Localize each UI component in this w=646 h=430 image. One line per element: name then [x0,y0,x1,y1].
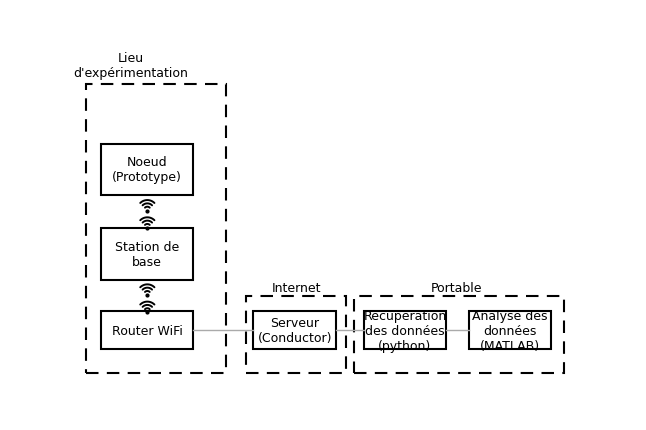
Text: Station de
base: Station de base [115,240,179,268]
Bar [253,311,336,350]
Text: Router WiFi: Router WiFi [112,324,183,337]
Text: Récupération
des données
(python): Récupération des données (python) [363,309,446,352]
Bar [364,311,446,350]
Bar [469,311,552,350]
Text: Lieu
d'expérimentation: Lieu d'expérimentation [74,52,188,80]
Bar [101,144,193,196]
Bar [86,85,226,373]
Bar [353,297,564,373]
Bar [101,311,193,350]
Text: Internet: Internet [271,281,321,294]
Bar [246,297,346,373]
Text: Serveur
(Conductor): Serveur (Conductor) [258,316,332,344]
Bar [101,229,193,280]
Text: Portable: Portable [430,281,482,294]
Text: Noeud
(Prototype): Noeud (Prototype) [112,156,182,184]
Text: Analyse des
données
(MATLAB): Analyse des données (MATLAB) [472,309,548,352]
